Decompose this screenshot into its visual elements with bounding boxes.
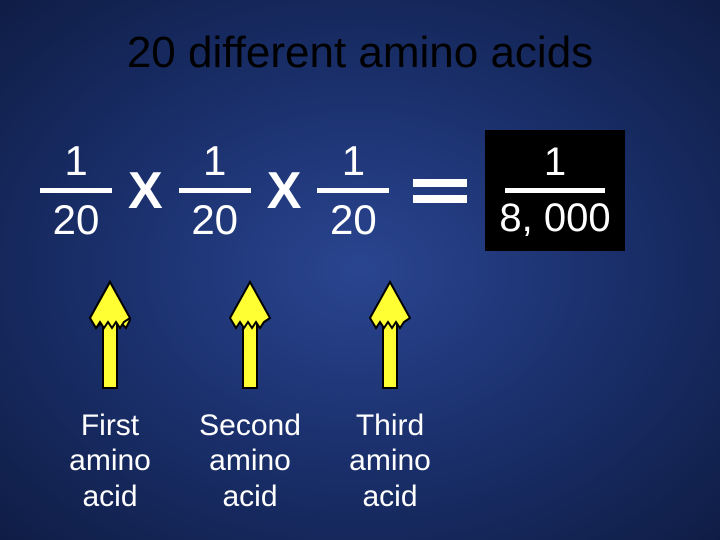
label-line: acid [349, 479, 431, 514]
fraction-1-denominator: 20 [53, 196, 100, 244]
arrow-labels-row: First amino acid Second amino acid Third… [40, 280, 460, 514]
fraction-1-numerator: 1 [64, 137, 87, 185]
multiply-operator-1: X [128, 165, 163, 217]
fraction-1: 1 20 [40, 137, 112, 244]
label-first-amino-acid: First amino acid [69, 408, 151, 514]
probability-equation: 1 20 X 1 20 X 1 20 1 8, 000 [40, 130, 625, 251]
fraction-3-denominator: 20 [330, 196, 377, 244]
arrow-cell-2: Second amino acid [180, 280, 320, 514]
fraction-2-bar [179, 188, 251, 193]
label-line: acid [69, 479, 151, 514]
fraction-2-numerator: 1 [203, 137, 226, 185]
label-line: amino [349, 443, 431, 478]
fraction-2-denominator: 20 [191, 196, 238, 244]
up-arrow-icon [82, 280, 138, 390]
result-bar [505, 188, 605, 193]
result-numerator: 1 [544, 140, 566, 185]
label-line: Second [199, 408, 301, 443]
label-third-amino-acid: Third amino acid [349, 408, 431, 514]
fraction-3-bar [317, 188, 389, 193]
label-line: acid [199, 479, 301, 514]
up-arrow-icon [222, 280, 278, 390]
fraction-3: 1 20 [317, 137, 389, 244]
label-line: First [69, 408, 151, 443]
fraction-2: 1 20 [179, 137, 251, 244]
fraction-1-bar [40, 188, 112, 193]
arrow-cell-1: First amino acid [40, 280, 180, 514]
page-title: 20 different amino acids [0, 28, 720, 78]
up-arrow-icon [362, 280, 418, 390]
label-line: amino [199, 443, 301, 478]
label-second-amino-acid: Second amino acid [199, 408, 301, 514]
fraction-3-numerator: 1 [342, 137, 365, 185]
multiply-operator-2: X [267, 165, 302, 217]
label-line: amino [69, 443, 151, 478]
equals-sign [413, 179, 467, 203]
arrow-cell-3: Third amino acid [320, 280, 460, 514]
result-fraction-box: 1 8, 000 [485, 130, 624, 251]
label-line: Third [349, 408, 431, 443]
result-denominator: 8, 000 [499, 196, 610, 241]
